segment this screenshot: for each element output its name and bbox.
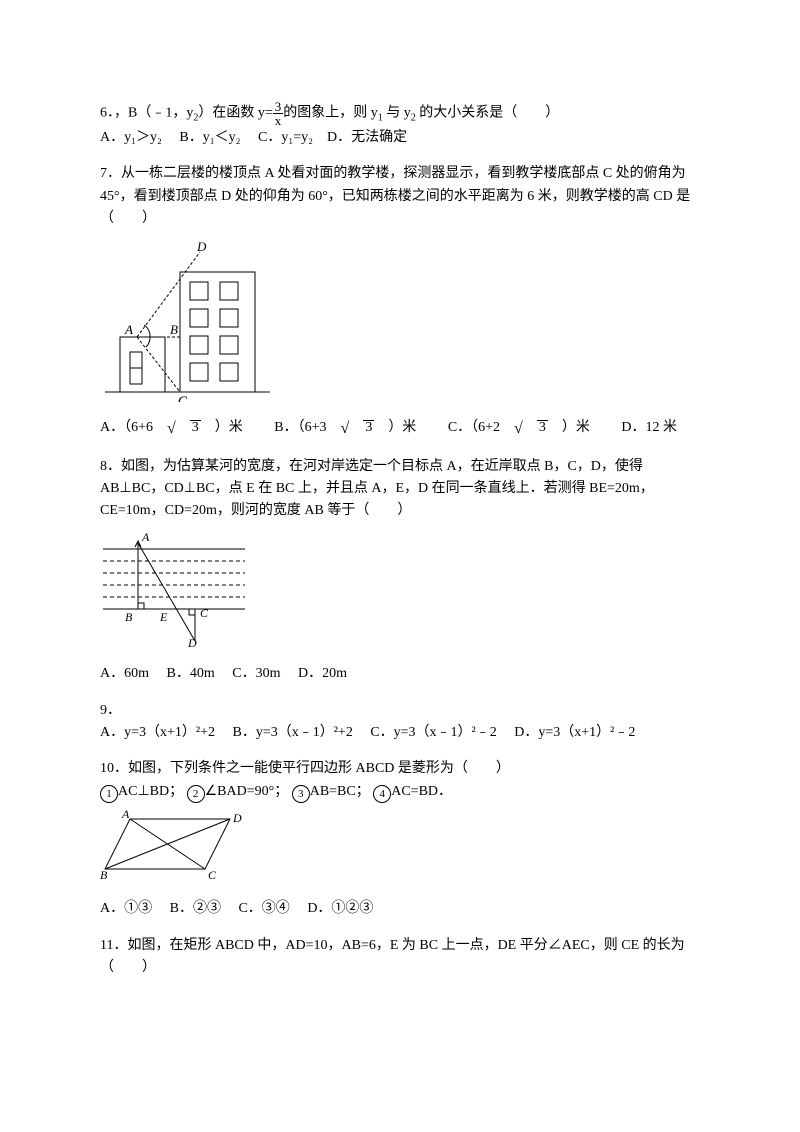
circled-2-icon: 2 (187, 785, 205, 803)
q9-opt-c: C．y=3（x﹣1）²﹣2 (370, 725, 496, 740)
q10-label-d: D (232, 811, 242, 825)
cond2: ∠BAD=90°； (205, 784, 289, 799)
circled-1-icon: 1 (100, 785, 118, 803)
circled-3-icon: 3 (292, 785, 310, 803)
q10-label-a: A (121, 809, 130, 821)
q8-opt-c: C．30m (232, 666, 280, 681)
q6-seg5: 的大小关系是（ ） (416, 106, 560, 121)
q8-figure: A B E C D (100, 529, 700, 657)
q8-label-c: C (200, 606, 209, 620)
sqrt3-c: 3 (537, 420, 548, 435)
q7-options: A．（6+6 √ 3 ）米 B．（6+3 √ 3 ）米 C．（6+2 √ 3 ）米 D．12 米 (100, 416, 700, 442)
question-6: 6．，B（﹣1，y2）在函数 y=3x的图象上，则 y1 与 y2 的大小关系是… (100, 100, 700, 149)
frac-den: x (273, 114, 284, 127)
q6-opt-b: B．y₁＜y₂ (179, 130, 240, 145)
question-9: 9． A．y=3（x+1）²+2 B．y=3（x﹣1）²+2 C．y=3（x﹣1… (100, 700, 700, 745)
sqrt3-b: 3 (363, 420, 374, 435)
question-7-text: 7．从一栋二层楼的楼顶点 A 处看对面的教学楼，探测器显示，看到教学楼底部点 C… (100, 163, 700, 230)
q7b-after: ）米 (388, 420, 416, 435)
q9-options: A．y=3（x+1）²+2 B．y=3（x﹣1）²+2 C．y=3（x﹣1）²﹣… (100, 722, 700, 744)
q10-opt-b: B．②③ (170, 901, 221, 916)
q6-seg4: 与 y (383, 106, 411, 121)
q8-label-a: A (141, 530, 150, 544)
q7c-after: ）米 (562, 420, 590, 435)
question-10: 10．如图，下列条件之一能使平行四边形 ABCD 是菱形为（ ） 1AC⊥BD；… (100, 758, 700, 921)
sqrt3-a: 3 (190, 420, 201, 435)
q6-seg2: ）在函数 y= (198, 106, 272, 121)
q9-opt-a: A．y=3（x+1）²+2 (100, 725, 215, 740)
q9-opt-b: B．y=3（x﹣1）²+2 (233, 725, 353, 740)
q7a-before: A．（6+6 (100, 420, 153, 435)
q7a-after: ）米 (215, 420, 243, 435)
q7-label-b: B (170, 322, 178, 337)
radical-icon: √ (341, 420, 350, 437)
question-11-text: 11．如图，在矩形 ABCD 中，AD=10，AB=6，E 为 BC 上一点，D… (100, 935, 700, 980)
q7-figure: A B C D C (100, 237, 700, 410)
q7-opt-d: D．12 米 (621, 420, 677, 435)
q6-opt-c: C．y₁=y₂ (258, 130, 313, 145)
q7-opt-b: B．（6+3 √ 3 ）米 (274, 420, 430, 435)
q7-svg: A B C D C (100, 237, 275, 402)
q10-svg: A D B C (100, 809, 250, 884)
cond3: AB=BC； (310, 784, 370, 799)
radical-icon: √ (514, 420, 523, 437)
svg-text:C: C (178, 393, 187, 402)
q8-label-b: B (125, 610, 133, 624)
cond4: AC=BD． (391, 784, 452, 799)
question-6-text: 6．，B（﹣1，y2）在函数 y=3x的图象上，则 y1 与 y2 的大小关系是… (100, 100, 700, 127)
q10-options: A．①③ B．②③ C．③④ D．①②③ (100, 898, 700, 920)
cond1: AC⊥BD； (118, 784, 183, 799)
q6-options: A．y₁＞y₂ B．y₁＜y₂ C．y₁=y₂ D．无法确定 (100, 127, 700, 149)
q7-label-a: A (124, 322, 133, 337)
q7-label-d: D (196, 239, 207, 254)
q10-label-c: C (208, 868, 217, 882)
radical-icon: √ (167, 420, 176, 437)
q9-opt-d: D．y=3（x+1）²﹣2 (514, 725, 635, 740)
q6-opt-d: D．无法确定 (327, 130, 407, 145)
q10-opt-d: D．①②③ (307, 901, 373, 916)
q8-svg: A B E C D (100, 529, 250, 649)
q10-label-b: B (100, 868, 108, 882)
q8-opt-b: B．40m (167, 666, 215, 681)
q8-label-d: D (187, 636, 197, 649)
q10-opt-a: A．①③ (100, 901, 152, 916)
circled-4-icon: 4 (373, 785, 391, 803)
q8-options: A．60m B．40m C．30m D．20m (100, 663, 700, 685)
question-8-text: 8．如图，为估算某河的宽度，在河对岸选定一个目标点 A，在近岸取点 B，C，D，… (100, 456, 700, 523)
q6-seg3: 的图象上，则 y (283, 106, 378, 121)
q7-opt-a: A．（6+6 √ 3 ）米 (100, 420, 257, 435)
q6-seg1: 6．，B（﹣1，y (100, 106, 193, 121)
q8-label-e: E (159, 610, 168, 624)
frac-num: 3 (273, 100, 284, 114)
q6-opt-a: A．y₁＞y₂ (100, 130, 162, 145)
question-10-conditions: 1AC⊥BD； 2∠BAD=90°； 3AB=BC； 4AC=BD． (100, 781, 700, 803)
question-8: 8．如图，为估算某河的宽度，在河对岸选定一个目标点 A，在近岸取点 B，C，D，… (100, 456, 700, 686)
q10-opt-c: C．③④ (238, 901, 289, 916)
q7-opt-c: C．（6+2 √ 3 ）米 (448, 420, 604, 435)
q7c-before: C．（6+2 (448, 420, 500, 435)
q10-figure: A D B C (100, 809, 700, 892)
q7b-before: B．（6+3 (274, 420, 326, 435)
q8-opt-d: D．20m (298, 666, 347, 681)
exam-page: 6．，B（﹣1，y2）在函数 y=3x的图象上，则 y1 与 y2 的大小关系是… (0, 0, 800, 1132)
question-9-text: 9． (100, 700, 700, 722)
fraction-3-over-x: 3x (273, 100, 284, 127)
question-10-text: 10．如图，下列条件之一能使平行四边形 ABCD 是菱形为（ ） (100, 758, 700, 780)
q8-opt-a: A．60m (100, 666, 149, 681)
question-7: 7．从一栋二层楼的楼顶点 A 处看对面的教学楼，探测器显示，看到教学楼底部点 C… (100, 163, 700, 441)
question-11: 11．如图，在矩形 ABCD 中，AD=10，AB=6，E 为 BC 上一点，D… (100, 935, 700, 980)
